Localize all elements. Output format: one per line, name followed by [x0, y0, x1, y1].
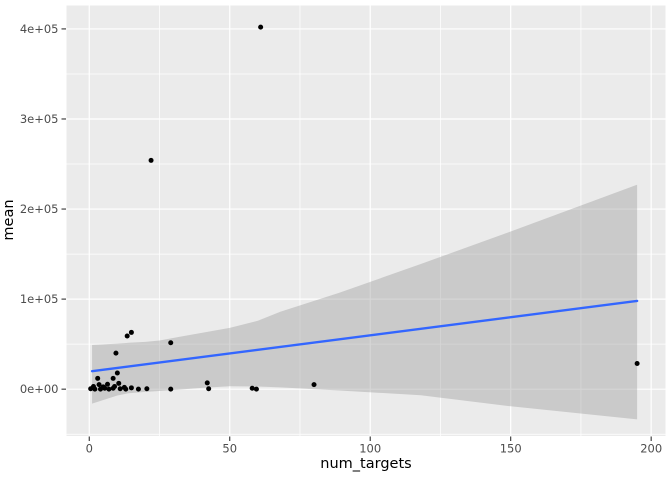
y-axis-title: mean — [1, 199, 17, 241]
x-tick-label: 100 — [359, 442, 381, 456]
x-tick-label: 50 — [222, 442, 237, 456]
x-tick-label: 200 — [640, 442, 662, 456]
panel-background — [66, 5, 666, 436]
data-point — [249, 385, 255, 391]
data-point — [105, 381, 111, 387]
data-point — [168, 340, 174, 346]
data-point — [204, 380, 210, 386]
data-point — [117, 386, 123, 392]
data-point — [92, 386, 98, 392]
data-point — [206, 386, 212, 392]
data-point — [116, 380, 122, 386]
x-axis-title: num_targets — [320, 456, 412, 472]
data-point — [95, 375, 101, 381]
data-point — [148, 157, 154, 163]
data-point — [114, 370, 120, 376]
data-point — [124, 333, 130, 339]
x-tick-label: 0 — [86, 442, 93, 456]
data-point — [102, 385, 108, 391]
data-point — [110, 375, 116, 381]
y-tick-label: 0e+00 — [20, 382, 59, 396]
data-point — [112, 383, 118, 389]
data-point — [168, 386, 174, 392]
data-point — [258, 24, 264, 30]
regression-line — [90, 299, 639, 373]
data-point — [128, 329, 134, 335]
data-point — [106, 386, 112, 392]
data-point — [96, 382, 102, 388]
y-tick-label: 1e+05 — [20, 292, 59, 306]
data-point — [253, 386, 259, 392]
y-tick-label: 4e+05 — [20, 22, 59, 36]
y-tick-label: 3e+05 — [20, 112, 59, 126]
y-tick-label: 2e+05 — [20, 202, 59, 216]
data-point — [113, 350, 119, 356]
data-point — [128, 385, 134, 391]
data-point — [311, 382, 317, 388]
confidence-band — [92, 184, 638, 420]
data-point — [144, 386, 150, 392]
x-tick-label: 150 — [500, 442, 522, 456]
data-point — [634, 360, 640, 366]
data-point — [123, 386, 129, 392]
data-point — [135, 386, 141, 392]
